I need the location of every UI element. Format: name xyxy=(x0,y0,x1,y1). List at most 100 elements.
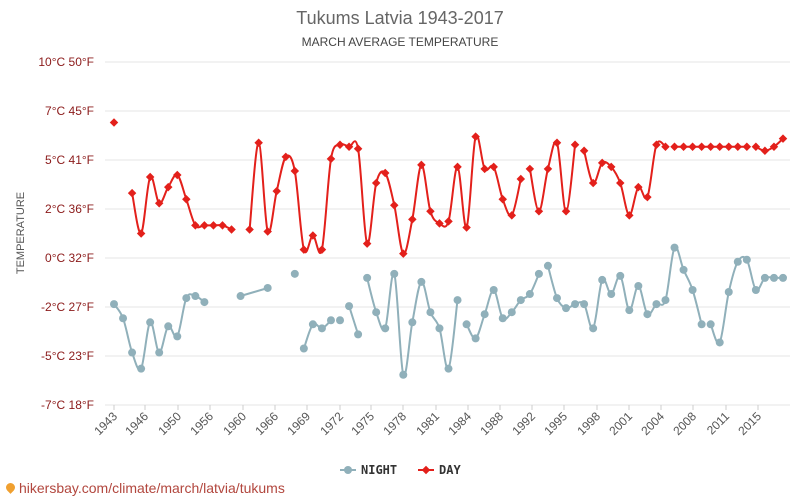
data-point-day[interactable] xyxy=(751,142,761,151)
data-point-night[interactable] xyxy=(426,308,435,317)
data-point-day[interactable] xyxy=(534,207,544,216)
data-point-day[interactable] xyxy=(498,194,507,204)
data-point-day[interactable] xyxy=(489,162,498,172)
data-point-night[interactable] xyxy=(444,364,453,373)
data-point-night[interactable] xyxy=(706,320,715,329)
data-point-night[interactable] xyxy=(607,290,616,299)
data-point-night[interactable] xyxy=(760,273,769,282)
data-point-night[interactable] xyxy=(110,300,118,309)
data-point-night[interactable] xyxy=(724,288,733,297)
data-point-day[interactable] xyxy=(335,140,345,149)
data-point-night[interactable] xyxy=(299,344,308,353)
data-point-day[interactable] xyxy=(272,186,281,196)
data-point-night[interactable] xyxy=(715,338,724,347)
data-point-night[interactable] xyxy=(119,314,128,323)
data-point-day[interactable] xyxy=(525,164,535,174)
data-point-night[interactable] xyxy=(317,324,326,333)
data-point-day[interactable] xyxy=(670,142,679,151)
data-point-night[interactable] xyxy=(471,334,480,343)
data-point-night[interactable] xyxy=(173,332,182,341)
legend[interactable]: NIGHT DAY xyxy=(340,463,461,477)
data-point-night[interactable] xyxy=(417,277,426,286)
data-point-night[interactable] xyxy=(191,292,200,301)
data-point-day[interactable] xyxy=(417,160,426,170)
data-point-day[interactable] xyxy=(399,249,408,258)
data-point-night[interactable] xyxy=(480,310,489,319)
data-point-day[interactable] xyxy=(688,142,697,151)
data-point-day[interactable] xyxy=(480,164,489,174)
data-point-day[interactable] xyxy=(390,201,399,210)
data-point-night[interactable] xyxy=(354,330,363,339)
legend-item-day[interactable]: DAY xyxy=(418,463,461,477)
data-point-day[interactable] xyxy=(616,178,625,188)
data-point-day[interactable] xyxy=(353,144,363,154)
data-point-night[interactable] xyxy=(661,296,670,305)
data-point-day[interactable] xyxy=(471,132,480,141)
data-point-day[interactable] xyxy=(435,219,444,228)
data-point-day[interactable] xyxy=(643,192,652,202)
data-point-day[interactable] xyxy=(371,178,381,188)
data-point-night[interactable] xyxy=(779,273,787,282)
data-point-night[interactable] xyxy=(589,324,598,333)
data-point-day[interactable] xyxy=(145,172,155,182)
data-point-day[interactable] xyxy=(380,168,390,178)
data-point-night[interactable] xyxy=(435,324,444,333)
data-point-night[interactable] xyxy=(616,271,625,280)
data-point-day[interactable] xyxy=(218,221,227,230)
data-point-night[interactable] xyxy=(525,290,534,299)
data-point-day[interactable] xyxy=(227,225,236,234)
data-point-day[interactable] xyxy=(453,162,462,172)
data-point-night[interactable] xyxy=(200,298,209,307)
data-point-night[interactable] xyxy=(634,281,643,290)
data-point-day[interactable] xyxy=(136,229,146,238)
data-point-day[interactable] xyxy=(209,221,218,230)
data-point-night[interactable] xyxy=(336,316,345,325)
data-point-night[interactable] xyxy=(489,285,498,294)
data-point-day[interactable] xyxy=(715,142,724,151)
data-point-night[interactable] xyxy=(598,275,607,284)
data-point-night[interactable] xyxy=(363,273,372,282)
data-point-day[interactable] xyxy=(408,215,417,224)
data-point-night[interactable] xyxy=(507,308,516,317)
data-point-day[interactable] xyxy=(308,231,318,240)
data-point-night[interactable] xyxy=(182,294,191,303)
data-point-day[interactable] xyxy=(462,223,471,232)
data-point-night[interactable] xyxy=(128,348,137,357)
data-point-night[interactable] xyxy=(390,269,399,278)
data-point-night[interactable] xyxy=(146,318,155,327)
data-point-day[interactable] xyxy=(127,188,137,198)
data-point-day[interactable] xyxy=(200,221,209,230)
data-point-day[interactable] xyxy=(154,198,164,208)
data-point-day[interactable] xyxy=(697,142,706,151)
data-point-day[interactable] xyxy=(182,194,191,204)
data-point-day[interactable] xyxy=(191,221,200,230)
data-point-night[interactable] xyxy=(580,300,589,309)
data-point-day[interactable] xyxy=(561,207,571,216)
data-point-day[interactable] xyxy=(742,142,752,151)
data-point-night[interactable] xyxy=(345,302,354,311)
data-point-night[interactable] xyxy=(543,261,552,270)
data-point-night[interactable] xyxy=(733,257,742,266)
data-point-night[interactable] xyxy=(742,255,751,264)
data-point-night[interactable] xyxy=(679,265,688,274)
data-point-day[interactable] xyxy=(507,211,517,220)
data-point-night[interactable] xyxy=(408,318,417,327)
data-point-day[interactable] xyxy=(543,164,553,174)
data-point-night[interactable] xyxy=(326,316,335,325)
data-point-day[interactable] xyxy=(760,146,770,156)
data-point-night[interactable] xyxy=(498,314,507,323)
data-point-night[interactable] xyxy=(571,300,580,309)
data-point-night[interactable] xyxy=(263,283,272,292)
data-point-day[interactable] xyxy=(570,140,580,149)
data-point-day[interactable] xyxy=(317,245,327,254)
data-point-night[interactable] xyxy=(516,296,525,305)
data-point-day[interactable] xyxy=(426,207,435,216)
legend-item-night[interactable]: NIGHT xyxy=(340,463,397,477)
data-point-night[interactable] xyxy=(155,348,164,357)
data-point-day[interactable] xyxy=(579,146,589,156)
data-point-night[interactable] xyxy=(534,269,543,278)
data-point-night[interactable] xyxy=(236,292,245,301)
data-point-night[interactable] xyxy=(625,306,634,315)
data-point-night[interactable] xyxy=(688,285,697,294)
data-point-night[interactable] xyxy=(399,370,408,379)
